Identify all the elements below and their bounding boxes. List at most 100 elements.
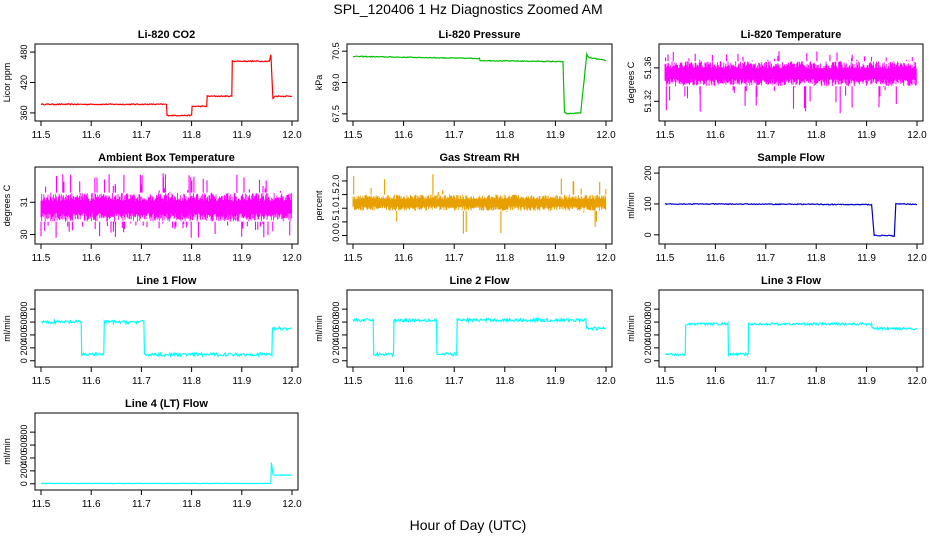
x-tick-label: 11.5 [344, 130, 363, 141]
series-trace [41, 462, 293, 485]
x-tick-label: 11.9 [232, 130, 251, 141]
x-tick-label: 11.8 [807, 253, 826, 264]
x-tick-label: 11.9 [232, 499, 251, 510]
y-tick-label: 1.5 [331, 188, 341, 201]
series-trace [40, 318, 293, 358]
panel-title: Gas Stream RH [439, 152, 519, 164]
x-tick-label: 11.9 [232, 253, 251, 264]
y-axis-label: degrees C [626, 61, 636, 103]
panel-title: Line 3 Flow [761, 275, 821, 287]
y-tick-label: 0.5 [331, 216, 341, 229]
series-band [40, 192, 293, 222]
y-axis-label: ml/min [314, 315, 324, 342]
x-tick-label: 11.8 [182, 130, 201, 141]
panel-title: Li-820 CO2 [138, 29, 195, 41]
x-tick-label: 12.0 [907, 130, 927, 141]
series-line [40, 54, 293, 117]
x-tick-label: 11.5 [656, 376, 675, 387]
chart-panel-3: Li-820 Temperature degrees C 11.5 11.6 11.7 1… [626, 29, 927, 141]
y-axis-label: ml/min [2, 315, 12, 342]
y-tick-label: 600 [19, 438, 29, 453]
x-tick-label: 11.7 [756, 253, 775, 264]
x-tick-label: 11.6 [82, 499, 101, 510]
panel-title: Line 2 Flow [450, 275, 510, 287]
y-tick-label: 200 [643, 166, 653, 181]
x-tick-label: 11.5 [344, 253, 363, 264]
y-tick-label: 400 [19, 327, 29, 342]
y-tick-label: 0 [19, 358, 29, 363]
series-trace [352, 174, 607, 234]
x-tick-label: 11.6 [394, 130, 413, 141]
y-tick-label: 360 [19, 105, 29, 120]
series-spikes [353, 174, 607, 234]
chart-panel-9: Line 3 Flow ml/min 11.5 11.6 11.7 11.8 11.9 12.… [626, 275, 927, 387]
x-tick-label: 11.7 [132, 499, 151, 510]
y-tick-label: 0 [643, 232, 653, 237]
chart-panel-6: Sample Flow ml/min 11.5 11.6 11.7 11.8 11.9 12.… [626, 152, 927, 264]
y-tick-label: 600 [19, 315, 29, 330]
series-trace [40, 54, 293, 117]
x-tick-label: 11.5 [32, 253, 51, 264]
series-line [664, 202, 918, 237]
x-tick-label: 12.0 [282, 253, 302, 264]
x-tick-label: 11.6 [82, 130, 101, 141]
y-tick-label: 600 [643, 315, 653, 330]
x-tick-label: 11.8 [182, 376, 201, 387]
x-tick-label: 11.6 [706, 253, 725, 264]
series-spikes [40, 173, 291, 238]
y-tick-label: 0 [331, 358, 341, 363]
chart-panel-5: Gas Stream RH percent 11.5 11.6 11.7 11.8 11.9… [314, 152, 616, 264]
x-tick-label: 11.9 [857, 376, 876, 387]
y-axis-label: degrees C [2, 184, 12, 226]
plot-frame [658, 43, 924, 122]
x-tick-label: 11.5 [656, 253, 675, 264]
x-tick-label: 11.9 [232, 376, 251, 387]
chart-panel-8: Line 2 Flow ml/min 11.5 11.6 11.7 11.8 11.9 12.… [314, 275, 616, 387]
chart-panel-1: Li-820 CO2 Licor ppm 11.5 11.6 11.7 11.8 11.9 1… [2, 29, 302, 141]
y-tick-label: 67.5 [331, 105, 341, 123]
y-tick-label: 400 [331, 327, 341, 342]
plot-frame [346, 43, 613, 122]
x-tick-label: 11.8 [182, 253, 201, 264]
y-tick-label: 400 [643, 327, 653, 342]
x-tick-label: 12.0 [282, 376, 302, 387]
x-tick-label: 12.0 [907, 376, 927, 387]
y-tick-label: 420 [19, 75, 29, 90]
x-tick-label: 11.9 [546, 130, 565, 141]
plot-frame [34, 412, 299, 491]
x-tick-label: 11.8 [182, 499, 201, 510]
y-axis-label: ml/min [2, 438, 12, 465]
x-tick-label: 11.6 [706, 130, 725, 141]
x-tick-label: 11.8 [495, 130, 514, 141]
x-tick-label: 12.0 [907, 253, 927, 264]
series-trace [664, 320, 917, 358]
x-tick-label: 11.7 [756, 130, 775, 141]
plot-frame [346, 166, 613, 245]
x-tick-label: 11.5 [344, 376, 363, 387]
y-tick-label: 51.36 [643, 57, 653, 80]
panel-title: Line 4 (LT) Flow [125, 398, 208, 410]
plot-frame [34, 289, 299, 368]
series-line [40, 318, 293, 358]
series-trace [664, 51, 917, 114]
series-trace [664, 202, 918, 237]
series-line [41, 462, 293, 485]
panel-title: Ambient Box Temperature [98, 152, 235, 164]
y-axis-label: percent [314, 190, 324, 221]
x-tick-label: 11.8 [807, 130, 826, 141]
y-axis-label: kPa [314, 75, 324, 91]
x-tick-label: 12.0 [596, 376, 616, 387]
y-axis-label: ml/min [626, 315, 636, 342]
x-tick-label: 11.9 [857, 130, 876, 141]
y-tick-label: 480 [19, 45, 29, 60]
y-tick-label: 70.5 [331, 42, 341, 60]
x-tick-label: 11.9 [546, 376, 565, 387]
y-tick-label: 200 [19, 463, 29, 478]
x-tick-label: 11.5 [656, 130, 675, 141]
series-line [352, 51, 607, 115]
x-tick-label: 12.0 [282, 130, 302, 141]
x-tick-label: 11.7 [756, 376, 775, 387]
x-tick-label: 11.8 [495, 253, 514, 264]
y-tick-label: 800 [643, 302, 653, 317]
